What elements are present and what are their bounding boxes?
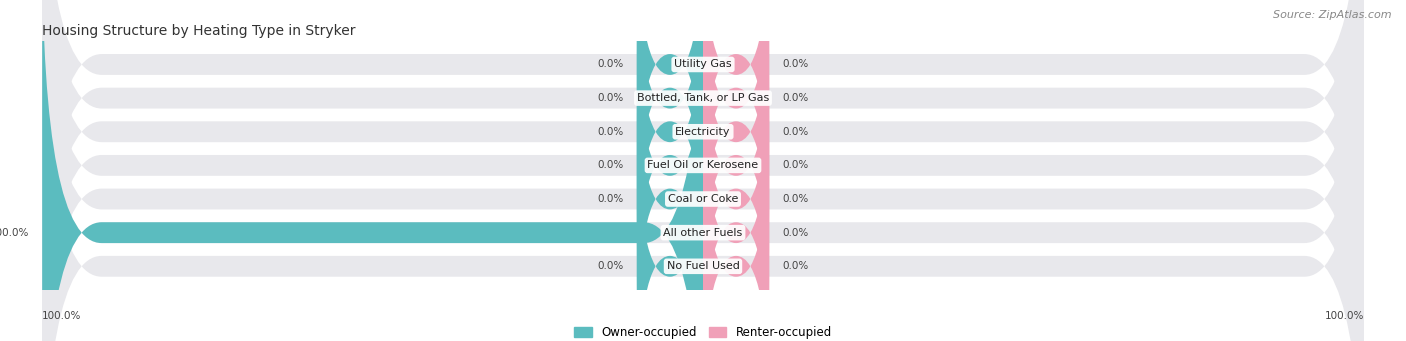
Text: 0.0%: 0.0% xyxy=(598,127,624,137)
Text: 0.0%: 0.0% xyxy=(782,127,808,137)
FancyBboxPatch shape xyxy=(637,108,703,341)
FancyBboxPatch shape xyxy=(703,8,769,323)
FancyBboxPatch shape xyxy=(637,8,703,323)
FancyBboxPatch shape xyxy=(637,0,703,290)
FancyBboxPatch shape xyxy=(42,0,1364,341)
Text: 100.0%: 100.0% xyxy=(0,228,30,238)
Text: 100.0%: 100.0% xyxy=(42,311,82,321)
Text: 0.0%: 0.0% xyxy=(598,160,624,170)
FancyBboxPatch shape xyxy=(703,0,769,290)
Text: 0.0%: 0.0% xyxy=(782,93,808,103)
FancyBboxPatch shape xyxy=(703,0,769,256)
FancyBboxPatch shape xyxy=(703,75,769,341)
FancyBboxPatch shape xyxy=(637,0,703,256)
FancyBboxPatch shape xyxy=(42,0,1364,341)
Text: Housing Structure by Heating Type in Stryker: Housing Structure by Heating Type in Str… xyxy=(42,24,356,38)
Legend: Owner-occupied, Renter-occupied: Owner-occupied, Renter-occupied xyxy=(574,326,832,339)
FancyBboxPatch shape xyxy=(42,0,1364,341)
FancyBboxPatch shape xyxy=(42,0,1364,341)
FancyBboxPatch shape xyxy=(42,0,1364,341)
FancyBboxPatch shape xyxy=(703,108,769,341)
Text: 0.0%: 0.0% xyxy=(782,194,808,204)
Text: Source: ZipAtlas.com: Source: ZipAtlas.com xyxy=(1274,10,1392,20)
FancyBboxPatch shape xyxy=(42,0,1364,341)
Text: All other Fuels: All other Fuels xyxy=(664,228,742,238)
Text: Coal or Coke: Coal or Coke xyxy=(668,194,738,204)
Text: Bottled, Tank, or LP Gas: Bottled, Tank, or LP Gas xyxy=(637,93,769,103)
Text: 0.0%: 0.0% xyxy=(782,59,808,70)
Text: 0.0%: 0.0% xyxy=(598,59,624,70)
Text: 0.0%: 0.0% xyxy=(782,160,808,170)
Text: 0.0%: 0.0% xyxy=(598,261,624,271)
Text: 100.0%: 100.0% xyxy=(1324,311,1364,321)
FancyBboxPatch shape xyxy=(42,0,703,341)
Text: 0.0%: 0.0% xyxy=(782,228,808,238)
FancyBboxPatch shape xyxy=(703,41,769,341)
Text: Utility Gas: Utility Gas xyxy=(675,59,731,70)
Text: Electricity: Electricity xyxy=(675,127,731,137)
FancyBboxPatch shape xyxy=(703,0,769,222)
Text: 0.0%: 0.0% xyxy=(782,261,808,271)
Text: 0.0%: 0.0% xyxy=(598,194,624,204)
FancyBboxPatch shape xyxy=(42,0,1364,341)
Text: 0.0%: 0.0% xyxy=(598,93,624,103)
Text: No Fuel Used: No Fuel Used xyxy=(666,261,740,271)
FancyBboxPatch shape xyxy=(637,41,703,341)
Text: Fuel Oil or Kerosene: Fuel Oil or Kerosene xyxy=(647,160,759,170)
FancyBboxPatch shape xyxy=(637,0,703,222)
